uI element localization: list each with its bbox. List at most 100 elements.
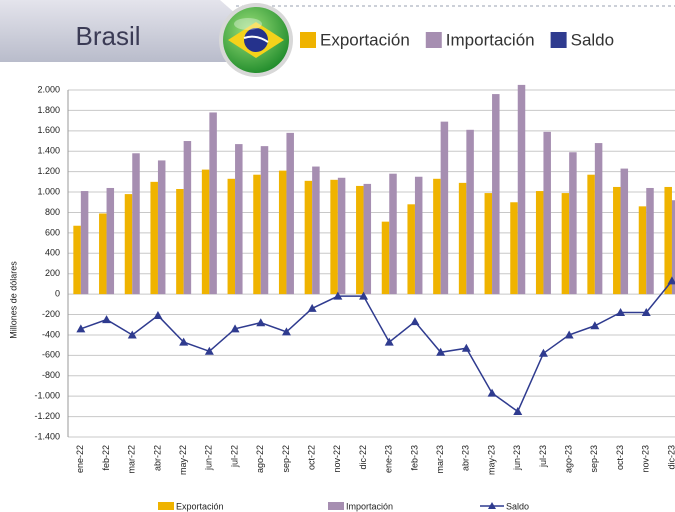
- bar: [646, 187, 654, 295]
- legend-label: Saldo: [571, 30, 614, 49]
- y-axis-title: Millones de dólares: [8, 261, 18, 339]
- bar: [330, 179, 338, 295]
- legend-label: Saldo: [506, 501, 529, 511]
- x-tick-label: dic-23: [666, 445, 675, 470]
- bar: [157, 160, 166, 295]
- bar: [492, 94, 500, 295]
- marker: [256, 318, 266, 327]
- marker: [564, 330, 574, 339]
- bar: [638, 206, 647, 295]
- chart-title: Brasil: [75, 21, 140, 51]
- x-tick-label: dic-22: [358, 445, 368, 470]
- bar: [613, 186, 621, 295]
- title-tab: [0, 0, 236, 62]
- marker: [667, 276, 675, 285]
- x-tick-label: nov-23: [641, 445, 651, 473]
- x-tick-label: jul-22: [229, 445, 239, 468]
- bar: [73, 225, 81, 295]
- bar: [235, 144, 243, 295]
- x-tick-label: ago-22: [255, 445, 265, 473]
- y-tick-label: -600: [42, 350, 60, 360]
- y-tick-label: 1.000: [37, 186, 60, 196]
- marker: [384, 337, 394, 346]
- bar: [517, 84, 526, 295]
- marker: [538, 348, 548, 357]
- x-tick-label: feb-23: [409, 445, 419, 471]
- x-tick-label: ago-23: [564, 445, 574, 473]
- marker: [436, 347, 446, 356]
- marker: [410, 317, 420, 326]
- bar: [414, 176, 423, 295]
- marker: [641, 307, 651, 316]
- flag: [219, 3, 293, 77]
- plot-area: [68, 84, 675, 438]
- x-tick-label: abr-22: [152, 445, 162, 471]
- y-tick-label: 1.600: [37, 125, 60, 135]
- bar: [99, 213, 107, 295]
- marker: [204, 346, 214, 355]
- bar: [407, 204, 415, 295]
- legend-swatch: [488, 502, 496, 509]
- x-tick-label: sep-22: [281, 445, 291, 473]
- bar: [183, 141, 192, 295]
- x-tick-label: may-23: [486, 445, 496, 475]
- bar: [227, 178, 236, 295]
- y-tick-label: 200: [45, 268, 60, 278]
- bar: [253, 174, 261, 295]
- bar: [664, 186, 672, 295]
- legend-label: Exportación: [176, 501, 224, 511]
- x-tick-label: jun-23: [512, 445, 522, 471]
- bar: [440, 121, 449, 295]
- x-tick-label: nov-22: [332, 445, 342, 473]
- legend-label: Importación: [446, 30, 535, 49]
- marker: [76, 324, 86, 333]
- bar: [466, 129, 474, 295]
- y-tick-label: -800: [42, 370, 60, 380]
- bar: [286, 132, 294, 295]
- bar: [363, 183, 372, 295]
- marker: [307, 303, 317, 312]
- x-tick-label: mar-22: [127, 445, 137, 474]
- x-tick-label: ene-23: [384, 445, 394, 473]
- line: [80, 280, 673, 413]
- bar: [433, 178, 441, 295]
- y-tick-label: 0: [55, 288, 60, 298]
- bar: [337, 177, 346, 295]
- bar: [594, 143, 603, 295]
- legend-label: Exportación: [320, 30, 410, 49]
- bar: [278, 170, 287, 295]
- x-tick-label: abr-23: [461, 445, 471, 471]
- bar: [80, 191, 89, 295]
- bar: [484, 193, 493, 295]
- legend-label: Importación: [346, 501, 393, 511]
- bar: [312, 166, 320, 295]
- x-tick-label: jun-22: [204, 445, 214, 471]
- bar: [304, 180, 313, 295]
- y-tick-label: -1.200: [34, 411, 60, 421]
- y-tick-label: 400: [45, 248, 60, 258]
- marker: [127, 330, 137, 339]
- bar: [587, 174, 595, 295]
- y-tick-label: -200: [42, 309, 60, 319]
- marker: [487, 388, 497, 397]
- legend-swatch: [425, 32, 442, 48]
- y-tick-label: 800: [45, 207, 60, 217]
- marker: [153, 311, 163, 320]
- x-tick-label: mar-23: [435, 445, 445, 474]
- legend-swatch: [550, 32, 567, 48]
- marker: [590, 321, 600, 330]
- bar: [124, 194, 133, 295]
- y-tick-label: -1.400: [34, 431, 60, 441]
- marker: [616, 307, 626, 316]
- x-tick-label: feb-22: [101, 445, 111, 471]
- legend-swatch: [300, 32, 316, 48]
- y-tick-label: 600: [45, 227, 60, 237]
- bar: [260, 146, 269, 295]
- marker: [179, 337, 189, 346]
- bar: [561, 193, 570, 295]
- marker: [461, 343, 471, 352]
- x-tick-label: sep-23: [589, 445, 599, 473]
- x-tick-label: ene-22: [75, 445, 85, 473]
- bar: [132, 153, 140, 295]
- bar: [176, 188, 184, 295]
